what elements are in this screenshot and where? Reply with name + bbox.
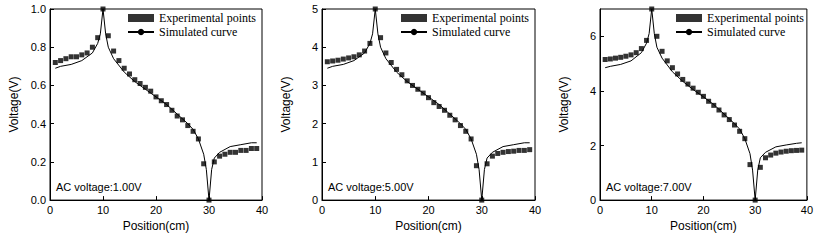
svg-text:1.0: 1.0 xyxy=(31,3,46,15)
svg-text:2: 2 xyxy=(590,140,596,152)
svg-text:AC voltage:5.00V: AC voltage:5.00V xyxy=(328,181,414,193)
svg-text:Experimental points: Experimental points xyxy=(432,11,529,25)
svg-text:Simulated curve: Simulated curve xyxy=(159,25,237,39)
svg-text:10: 10 xyxy=(369,204,381,216)
svg-text:40: 40 xyxy=(529,204,541,216)
svg-text:2: 2 xyxy=(312,118,318,130)
svg-text:Experimental points: Experimental points xyxy=(707,11,804,25)
svg-text:20: 20 xyxy=(697,204,709,216)
svg-text:10: 10 xyxy=(646,204,658,216)
svg-text:0: 0 xyxy=(312,194,318,206)
svg-text:Voltage(V): Voltage(V) xyxy=(7,77,21,133)
svg-text:0: 0 xyxy=(319,204,325,216)
svg-text:20: 20 xyxy=(150,204,162,216)
svg-text:6: 6 xyxy=(590,30,596,42)
svg-text:0: 0 xyxy=(47,204,53,216)
svg-text:0.6: 0.6 xyxy=(31,79,46,91)
svg-text:0.8: 0.8 xyxy=(31,41,46,53)
svg-text:Voltage(V): Voltage(V) xyxy=(279,77,293,133)
svg-text:0.0: 0.0 xyxy=(31,194,46,206)
svg-text:AC voltage:1.00V: AC voltage:1.00V xyxy=(56,181,142,193)
svg-text:Voltage(V): Voltage(V) xyxy=(557,77,571,133)
svg-text:4: 4 xyxy=(312,41,318,53)
svg-text:Position(cm): Position(cm) xyxy=(395,219,462,233)
svg-text:30: 30 xyxy=(749,204,761,216)
svg-text:20: 20 xyxy=(422,204,434,216)
svg-text:30: 30 xyxy=(476,204,488,216)
svg-text:40: 40 xyxy=(801,204,813,216)
svg-text:Simulated curve: Simulated curve xyxy=(432,25,510,39)
svg-text:0: 0 xyxy=(597,204,603,216)
svg-text:40: 40 xyxy=(256,204,268,216)
svg-text:Position(cm): Position(cm) xyxy=(123,219,190,233)
svg-text:0.2: 0.2 xyxy=(31,156,46,168)
svg-text:4: 4 xyxy=(590,85,596,97)
svg-text:5: 5 xyxy=(312,3,318,15)
svg-text:Position(cm): Position(cm) xyxy=(670,219,737,233)
svg-text:3: 3 xyxy=(312,79,318,91)
svg-text:Experimental points: Experimental points xyxy=(159,11,256,25)
svg-text:0: 0 xyxy=(590,194,596,206)
svg-text:30: 30 xyxy=(203,204,215,216)
svg-text:AC voltage:7.00V: AC voltage:7.00V xyxy=(606,181,692,193)
svg-text:0.4: 0.4 xyxy=(31,118,46,130)
svg-text:1: 1 xyxy=(312,156,318,168)
svg-text:10: 10 xyxy=(97,204,109,216)
svg-text:Simulated curve: Simulated curve xyxy=(707,25,785,39)
